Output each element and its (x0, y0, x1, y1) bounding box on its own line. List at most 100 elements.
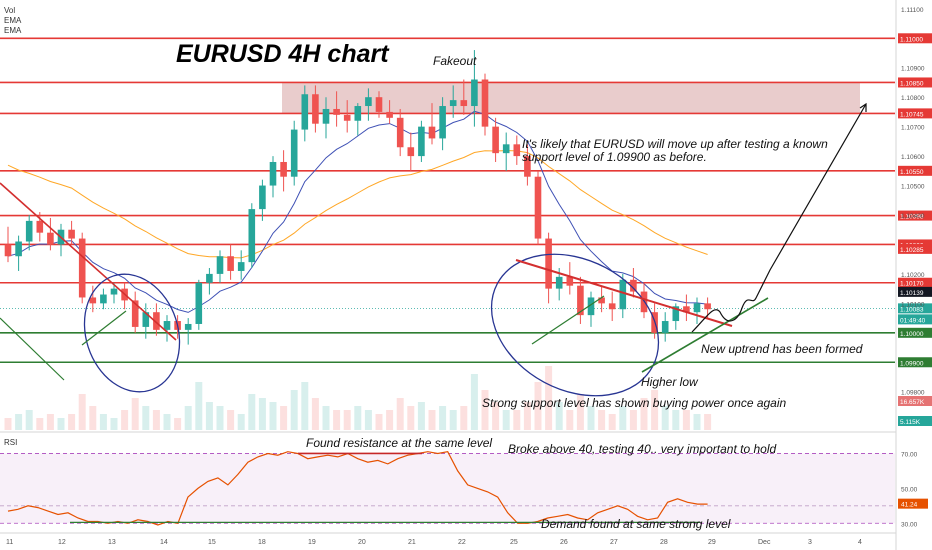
projected-path (691, 103, 867, 333)
price-level-tag-label: 1.10398 (900, 214, 924, 221)
rsi-tick-label: 30.00 (901, 521, 918, 528)
volume-bar (704, 414, 712, 430)
candle-body (502, 144, 510, 154)
candle-body (449, 100, 457, 107)
candle-body (354, 106, 362, 121)
candle-body (163, 321, 171, 330)
wedge-support-left (81, 310, 127, 346)
y-tick-label: 1.10800 (901, 95, 925, 102)
candle-body (513, 144, 521, 157)
x-tick-label: 22 (458, 539, 466, 546)
volume-bar (481, 390, 489, 430)
volume-bar (428, 410, 436, 430)
candle-body (471, 79, 478, 107)
volume-bar (110, 418, 118, 430)
x-tick-label: 29 (708, 539, 716, 546)
volume-bar (205, 402, 213, 430)
volume-bar (121, 410, 129, 430)
volume-bar (661, 406, 669, 430)
y-tick-label: 1.10500 (901, 184, 925, 191)
candle-body (672, 306, 680, 322)
y-tick-label: 1.10700 (901, 125, 925, 132)
candle-body (280, 161, 287, 177)
volume-bar (15, 414, 23, 430)
candle-body (36, 220, 44, 233)
price-level-tag-label: 1.10083 (900, 306, 924, 313)
price-level-tag (898, 327, 932, 338)
ema-indicator-label-1: EMA (4, 16, 22, 25)
price-level-tag (898, 210, 932, 221)
volume-bar (227, 410, 235, 430)
price-level-tag-label: 1.10000 (900, 331, 924, 338)
x-tick-label: 26 (560, 539, 568, 546)
volume-bar (131, 398, 139, 430)
candle-body (4, 244, 12, 257)
ema-slow-line (7, 150, 708, 259)
candle-body (683, 306, 690, 313)
volume-bar (78, 394, 86, 430)
chart-title: EURUSD 4H chart (176, 40, 389, 68)
candle-body (237, 262, 245, 271)
rsi-demand-annotation: Demand found at same strong level (541, 517, 731, 531)
y-tick-label: 1.10200 (901, 272, 925, 279)
candle-body (566, 276, 574, 286)
candle-body (407, 147, 415, 157)
higher-low-annotation: Higher low (641, 375, 698, 389)
x-tick-label: 4 (858, 539, 862, 546)
candle-body (365, 97, 372, 107)
y-tick-label: 1.10600 (901, 154, 925, 161)
candle-body (248, 209, 256, 263)
candle-body (418, 126, 425, 157)
volume-bar (301, 382, 309, 430)
volume-bar (693, 414, 701, 430)
candle-body (89, 297, 97, 304)
price-level-tag (898, 33, 932, 44)
volume-bar (184, 406, 192, 430)
x-tick-label: 12 (58, 539, 66, 546)
volume-bar (439, 406, 447, 430)
candle-body (216, 256, 224, 274)
candle-body (68, 229, 75, 239)
candle-body (131, 300, 139, 327)
price-level-tag (898, 77, 932, 88)
volume-bar (68, 414, 76, 430)
price-level-tag (898, 357, 932, 368)
candle-body (25, 220, 33, 242)
fakeout-annotation: Fakeout (433, 54, 477, 68)
volume-bar (333, 410, 341, 430)
price-level-tag-label: 1.10285 (900, 247, 924, 254)
rsi-broke-annotation: Broke above 40, testing 40.. very import… (508, 442, 777, 456)
old-support-trendline (0, 317, 65, 381)
volume-bar (99, 414, 107, 430)
new-uptrend-line (641, 297, 769, 373)
volume-bar (89, 406, 97, 430)
price-level-tag-label: 1.10170 (900, 281, 924, 288)
ema-indicator-label-2: EMA (4, 26, 22, 35)
price-level-tag-label: 1.10745 (900, 111, 924, 118)
volume-bar (629, 410, 637, 430)
volume-bar (523, 402, 531, 430)
candle-body (640, 291, 648, 313)
ema-fast-line (7, 110, 708, 313)
candle-body (184, 323, 192, 330)
candle-body (460, 100, 468, 107)
candle-body (439, 106, 446, 139)
x-tick-label: 13 (108, 539, 116, 546)
x-tick-label: 28 (660, 539, 668, 546)
volume-bar (460, 406, 468, 430)
volume-bar (216, 406, 224, 430)
volume-bar (290, 390, 298, 430)
x-tick-label: 19 (308, 539, 316, 546)
rsi-value-label: 41.24 (901, 502, 918, 509)
candle-body (481, 79, 489, 127)
volume-bar (248, 394, 256, 430)
downtrend-line (0, 182, 177, 341)
candle-body (577, 285, 584, 316)
volume-bar (576, 394, 584, 430)
volume-bar (555, 402, 563, 430)
candle-body (15, 241, 22, 257)
candle-body (587, 297, 595, 316)
candle-body (153, 312, 160, 330)
volume-bar (354, 406, 362, 430)
